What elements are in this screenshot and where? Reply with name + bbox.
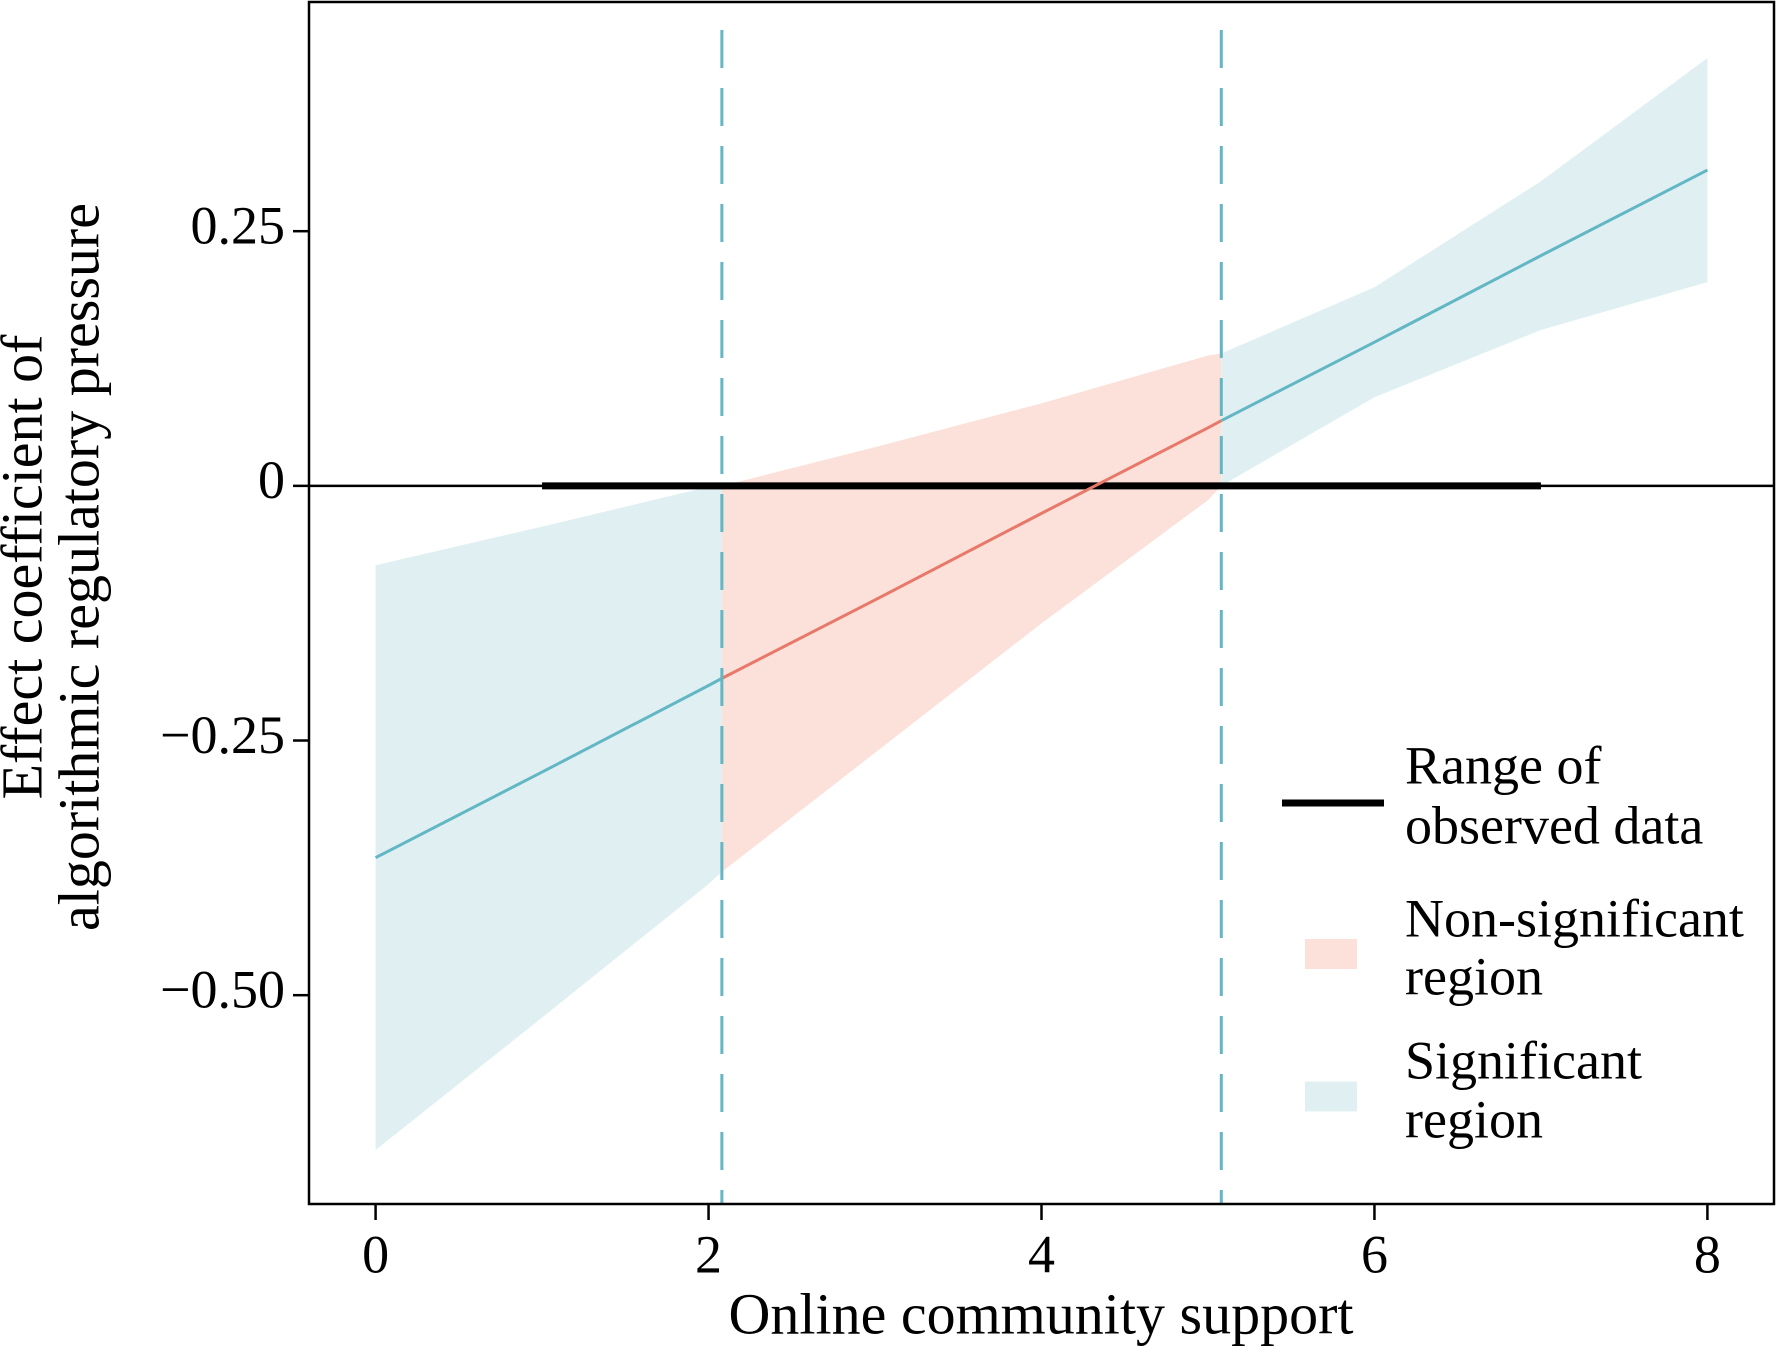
legend-label: Non-significant xyxy=(1405,888,1744,948)
confidence-band xyxy=(721,353,1222,872)
x-tick-label: 0 xyxy=(362,1224,389,1284)
legend-label: region xyxy=(1405,946,1543,1006)
legend-label: observed data xyxy=(1405,795,1703,855)
x-axis-label: Online community support xyxy=(728,1281,1353,1346)
legend-swatch xyxy=(1305,939,1357,969)
y-tick-label: −0.25 xyxy=(160,705,285,765)
y-tick-label: 0 xyxy=(258,450,285,510)
legend-label: Range of xyxy=(1405,735,1601,795)
estimate-line xyxy=(374,677,723,859)
y-tick-label: −0.50 xyxy=(160,960,285,1020)
legend-swatch xyxy=(1305,1081,1357,1112)
confidence-band xyxy=(375,485,722,1151)
x-tick-label: 6 xyxy=(1361,1224,1388,1284)
x-tick-label: 2 xyxy=(695,1224,722,1284)
legend-label: region xyxy=(1405,1089,1543,1149)
x-tick-label: 4 xyxy=(1028,1224,1055,1284)
y-tick-label: 0.25 xyxy=(191,196,286,256)
x-tick-label: 8 xyxy=(1694,1224,1721,1284)
legend-label: Significant xyxy=(1405,1030,1642,1090)
estimate-line xyxy=(721,419,1223,680)
y-axis-label: algorithmic regulatory pressure xyxy=(46,203,111,931)
estimate-line xyxy=(1220,168,1709,422)
confidence-band xyxy=(1221,58,1708,486)
y-axis-label: Effect coefficient of xyxy=(0,334,54,800)
